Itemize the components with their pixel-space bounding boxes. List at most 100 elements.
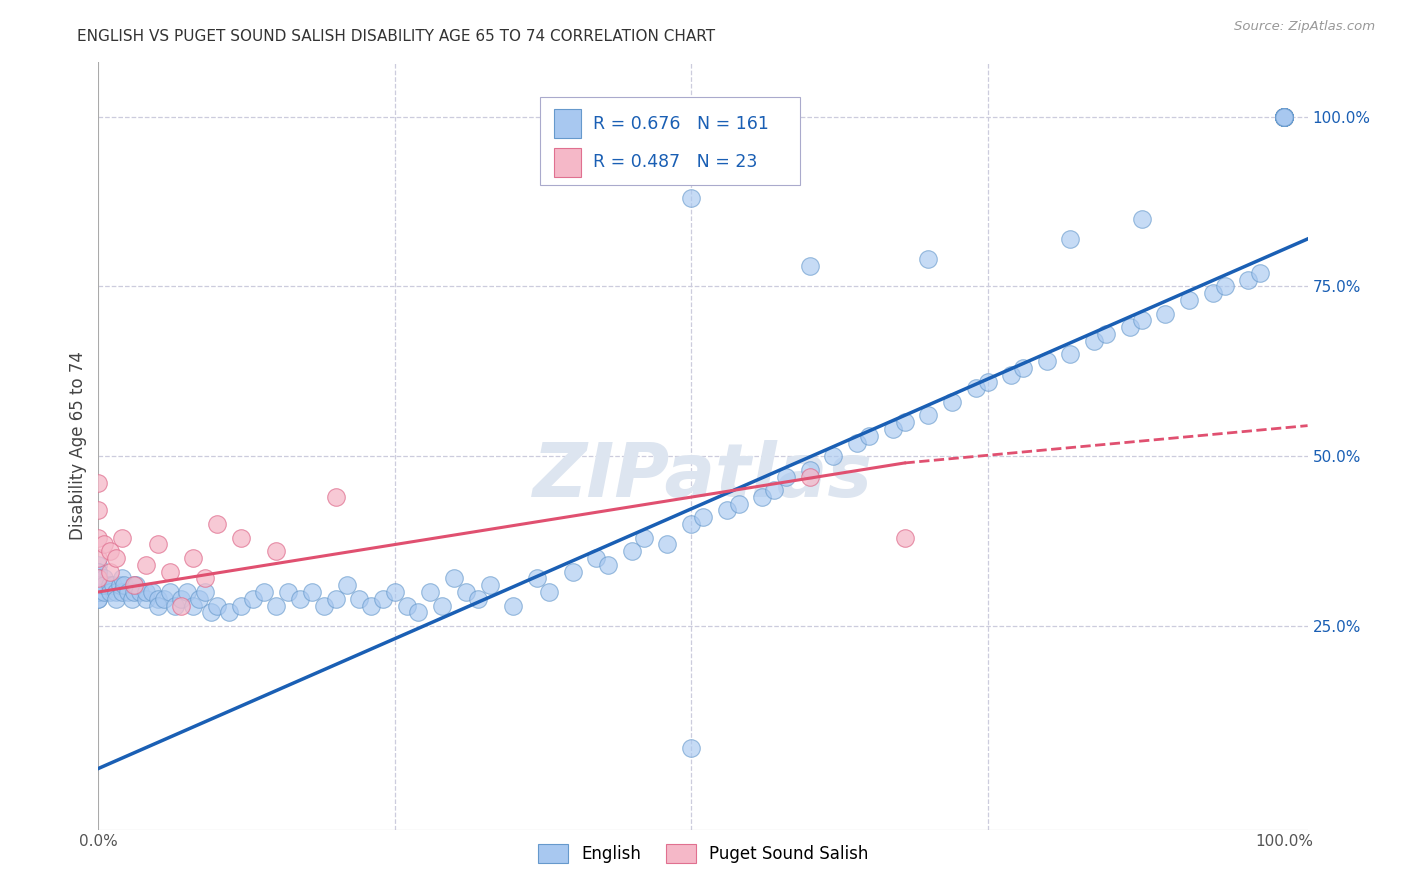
Point: [585, 551, 607, 566]
Point: [135, 558, 157, 572]
Point: [181, 551, 204, 566]
Point: [87, 571, 110, 585]
Point: [727, 497, 749, 511]
Bar: [554, 109, 581, 138]
Point: [135, 585, 157, 599]
Point: [371, 591, 394, 606]
Point: [117, 585, 139, 599]
Point: [1272, 110, 1295, 124]
Point: [1272, 110, 1295, 124]
Point: [633, 531, 655, 545]
Point: [1130, 313, 1153, 327]
Point: [537, 585, 560, 599]
Point: [763, 483, 786, 497]
Point: [87, 578, 110, 592]
Point: [502, 599, 524, 613]
Point: [1036, 354, 1059, 368]
Point: [111, 585, 134, 599]
Point: [325, 490, 347, 504]
Point: [1272, 110, 1295, 124]
Point: [87, 503, 110, 517]
Point: [114, 578, 136, 592]
Point: [858, 429, 880, 443]
Point: [893, 531, 915, 545]
Point: [395, 599, 418, 613]
Point: [264, 599, 287, 613]
Point: [87, 578, 110, 592]
Point: [135, 591, 157, 606]
Point: [384, 585, 406, 599]
Point: [1272, 110, 1295, 124]
Point: [917, 409, 939, 423]
Point: [200, 605, 222, 619]
Point: [1059, 232, 1081, 246]
Point: [1272, 110, 1295, 124]
Text: R = 0.676   N = 161: R = 0.676 N = 161: [593, 115, 769, 133]
Point: [188, 591, 211, 606]
Point: [98, 578, 121, 592]
Point: [1095, 326, 1118, 341]
Point: [194, 585, 217, 599]
Point: [620, 544, 643, 558]
Point: [965, 381, 987, 395]
Point: [1202, 286, 1225, 301]
Point: [336, 578, 359, 592]
Point: [277, 585, 299, 599]
Point: [87, 585, 110, 599]
Point: [87, 558, 110, 572]
Point: [87, 585, 110, 599]
Point: [181, 599, 204, 613]
Point: [87, 565, 110, 579]
Point: [1272, 110, 1295, 124]
Text: R = 0.487   N = 23: R = 0.487 N = 23: [593, 153, 758, 171]
Point: [101, 578, 124, 592]
Point: [823, 449, 845, 463]
Point: [93, 578, 115, 592]
Point: [146, 599, 169, 613]
Point: [893, 415, 915, 429]
Point: [716, 503, 738, 517]
Point: [253, 585, 276, 599]
Point: [917, 252, 939, 267]
Point: [1272, 110, 1295, 124]
Point: [87, 585, 110, 599]
Point: [799, 463, 821, 477]
Bar: [554, 147, 581, 177]
Point: [681, 191, 703, 205]
Point: [1130, 211, 1153, 226]
Point: [1272, 110, 1295, 124]
Point: [87, 565, 110, 579]
Point: [87, 571, 110, 585]
Point: [288, 591, 311, 606]
Text: ZIPatlas: ZIPatlas: [533, 440, 873, 513]
Point: [976, 375, 998, 389]
Point: [87, 571, 110, 585]
Point: [1119, 320, 1142, 334]
Point: [846, 435, 869, 450]
Point: [152, 591, 174, 606]
Point: [360, 599, 382, 613]
FancyBboxPatch shape: [540, 97, 800, 186]
Point: [1272, 110, 1295, 124]
Point: [229, 599, 252, 613]
Point: [432, 599, 454, 613]
Point: [692, 510, 714, 524]
Point: [87, 571, 110, 585]
Point: [87, 578, 110, 592]
Point: [1272, 110, 1295, 124]
Point: [1272, 110, 1295, 124]
Point: [229, 531, 252, 545]
Point: [1272, 110, 1295, 124]
Point: [347, 591, 370, 606]
Point: [1272, 110, 1295, 124]
Point: [105, 551, 128, 566]
Point: [1272, 110, 1295, 124]
Point: [681, 517, 703, 532]
Point: [443, 571, 465, 585]
Point: [108, 578, 131, 592]
Point: [165, 599, 187, 613]
Point: [1249, 266, 1271, 280]
Point: [93, 537, 115, 551]
Point: [93, 571, 115, 585]
Point: [87, 591, 110, 606]
